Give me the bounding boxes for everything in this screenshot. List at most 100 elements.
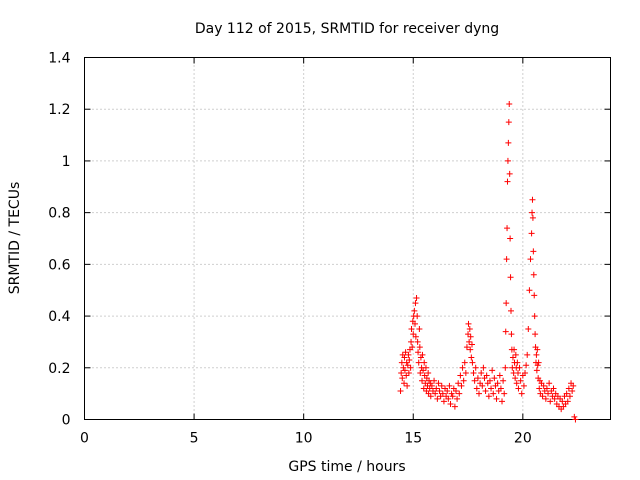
data-point <box>535 359 542 366</box>
data-point <box>471 377 478 384</box>
data-point <box>499 398 506 405</box>
y-tick-labels: 0 0.2 0.4 0.6 0.8 1 1.2 1.4 <box>48 51 70 429</box>
data-point <box>410 331 417 338</box>
chart-title: Day 112 of 2015, SRMTID for receiver dyn… <box>195 21 499 37</box>
data-point <box>434 395 441 402</box>
data-point <box>427 393 434 400</box>
axis-ticks <box>84 57 611 420</box>
data-point <box>563 390 570 397</box>
data-point <box>404 362 411 369</box>
data-point <box>559 398 566 405</box>
data-point <box>420 367 427 374</box>
data-point <box>529 209 536 216</box>
data-point <box>482 388 489 395</box>
data-point <box>408 338 415 345</box>
x-axis-label: GPS time / hours <box>288 459 405 475</box>
y-tick-label: 0.2 <box>48 361 70 377</box>
data-point <box>507 307 514 314</box>
data-point <box>505 119 512 126</box>
data-point <box>485 393 492 400</box>
data-point <box>504 178 511 185</box>
data-point <box>526 287 533 294</box>
data-point <box>546 380 553 387</box>
data-point <box>420 385 427 392</box>
data-point <box>490 390 497 397</box>
data-point <box>525 326 532 332</box>
y-tick-label: 1.2 <box>48 102 70 118</box>
data-point <box>465 331 472 338</box>
data-point <box>542 395 549 402</box>
data-point <box>412 320 419 327</box>
plot-frame <box>84 57 611 420</box>
data-point <box>564 398 571 405</box>
data-point <box>493 395 500 402</box>
y-tick-label: 1.4 <box>48 51 70 67</box>
data-point <box>467 346 474 353</box>
data-point <box>479 382 486 389</box>
data-point <box>408 326 415 332</box>
data-point <box>472 364 479 371</box>
data-point <box>504 157 511 164</box>
data-point <box>439 390 446 397</box>
data-point <box>515 385 522 392</box>
data-point <box>488 385 495 392</box>
data-point <box>566 393 573 400</box>
data-points <box>397 101 579 423</box>
data-point <box>468 341 475 348</box>
data-point <box>444 388 451 395</box>
data-point <box>476 390 482 397</box>
data-point <box>543 385 550 392</box>
data-point <box>433 385 440 392</box>
data-point <box>503 256 510 263</box>
data-point <box>496 372 503 379</box>
data-point <box>401 380 408 387</box>
data-point <box>455 380 462 387</box>
data-point <box>534 362 541 369</box>
x-tick-labels: 0 5 10 15 20 <box>80 431 532 447</box>
data-point <box>402 349 409 356</box>
x-tick-label: 0 <box>80 431 89 447</box>
data-point <box>530 271 537 278</box>
data-point <box>489 367 496 374</box>
data-point <box>405 351 412 358</box>
data-point <box>446 382 453 389</box>
data-point <box>497 385 504 392</box>
data-point <box>572 416 579 423</box>
data-point <box>571 413 578 420</box>
data-point <box>403 372 410 379</box>
data-point <box>494 380 501 387</box>
data-point <box>431 377 438 384</box>
data-point <box>463 344 470 351</box>
data-point <box>529 214 536 221</box>
data-point <box>515 369 522 376</box>
data-point <box>405 369 412 376</box>
x-tick-label: 5 <box>190 431 199 447</box>
data-point <box>415 359 422 366</box>
data-point <box>465 320 472 327</box>
data-point <box>448 390 455 397</box>
data-point <box>401 367 408 374</box>
data-point <box>503 300 510 307</box>
data-point <box>539 393 546 400</box>
data-point <box>545 390 552 397</box>
data-point <box>438 382 445 389</box>
data-point <box>467 333 474 340</box>
data-point <box>459 364 466 371</box>
data-point <box>457 372 464 379</box>
data-point <box>411 307 418 314</box>
data-point <box>491 375 498 382</box>
data-point <box>506 101 513 108</box>
data-point <box>428 382 435 389</box>
y-tick-label: 0.4 <box>48 309 70 325</box>
data-point <box>500 377 507 384</box>
y-tick-label: 0.6 <box>48 257 70 273</box>
data-point <box>478 369 485 376</box>
data-point <box>480 364 487 371</box>
data-point <box>507 235 514 242</box>
data-point <box>550 385 557 392</box>
data-point <box>460 377 467 384</box>
data-point <box>509 354 516 361</box>
data-point <box>412 333 419 340</box>
data-point <box>449 393 456 400</box>
